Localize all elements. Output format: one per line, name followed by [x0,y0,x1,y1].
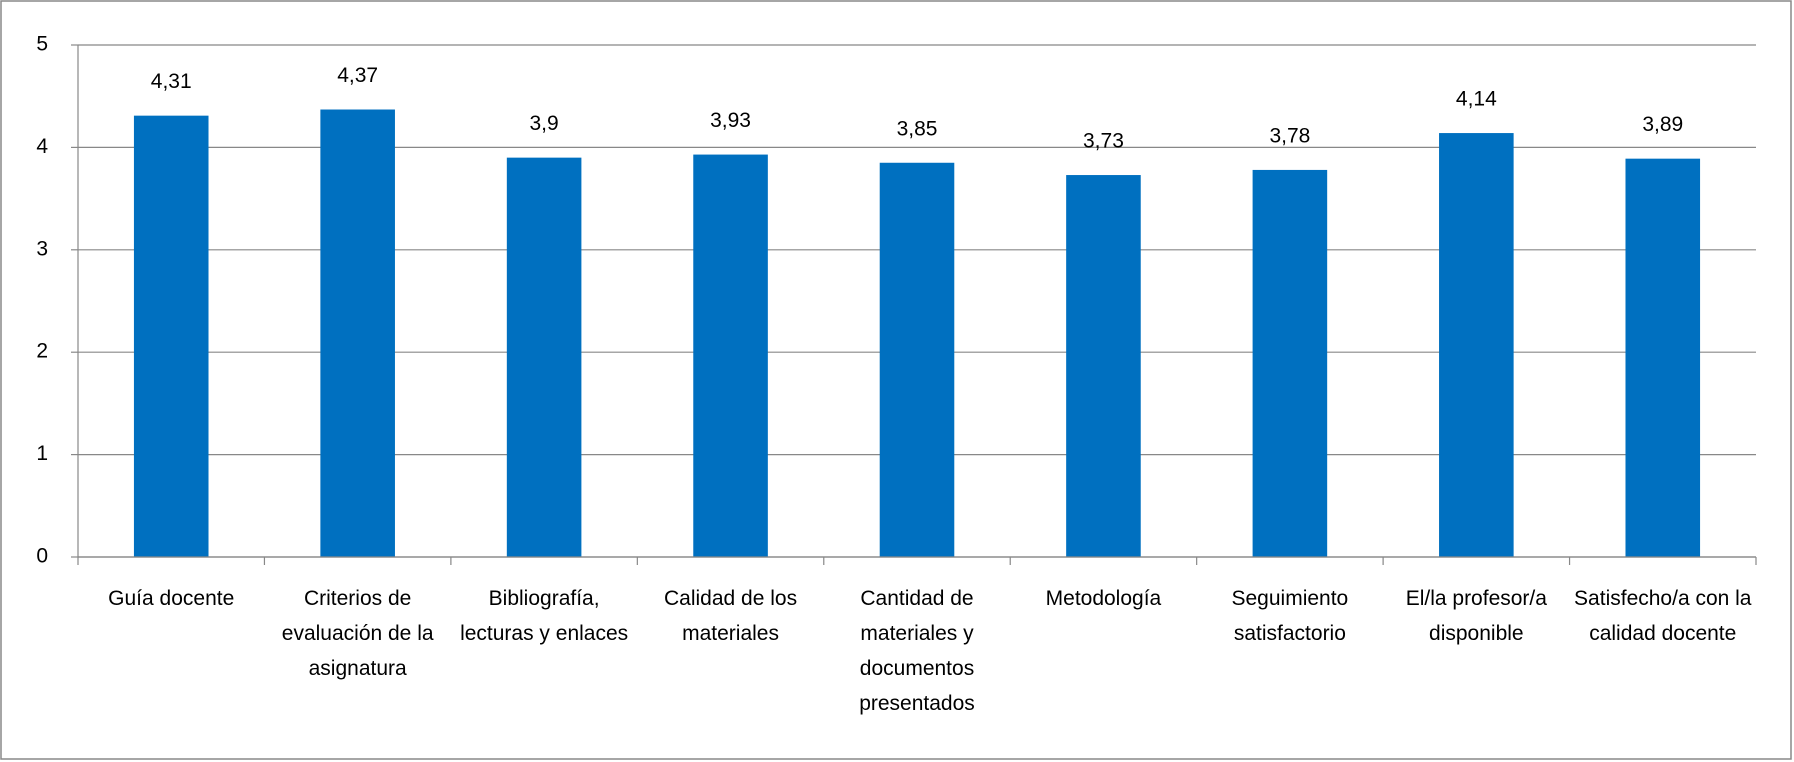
value-label: 3,73 [1083,130,1124,153]
y-tick-label: 2 [36,340,48,363]
value-label: 3,89 [1642,113,1683,136]
value-label: 3,9 [530,112,559,135]
y-tick-label: 1 [36,442,48,465]
bar [1439,133,1514,557]
y-tick-label: 5 [36,33,48,56]
bar [506,157,582,557]
bar [133,115,209,557]
x-tick-label: Cantidad de materiales y documentos present… [859,587,975,715]
bar [693,154,768,557]
value-label: 4,37 [337,64,378,87]
bar [320,109,395,558]
y-tick-label: 0 [36,545,48,568]
x-tick-label: Satisfecho/a con la calidad docente [1574,587,1752,645]
value-label: 3,93 [710,109,751,132]
bar [879,162,955,557]
value-label: 3,85 [897,117,938,140]
bar [1252,169,1328,558]
bar [1625,158,1701,557]
x-tick-label: Calidad de los materiales [664,587,797,645]
x-tick-label: Bibliografía, lecturas y enlaces [460,587,628,645]
y-tick-label: 3 [36,237,48,260]
x-tick-label: Criterios de evaluación de la asignatura [282,587,434,680]
x-tick-label: Metodología [1046,587,1162,610]
x-tick-label: Guía docente [108,587,234,610]
value-label: 3,78 [1269,124,1310,147]
y-tick-label: 4 [36,135,48,158]
bar [1066,175,1141,557]
value-label: 4,14 [1456,88,1497,111]
value-label: 4,31 [151,70,192,93]
x-tick-label: El/la profesor/a disponible [1406,587,1548,645]
x-tick-label: Seguimiento satisfactorio [1232,587,1349,645]
